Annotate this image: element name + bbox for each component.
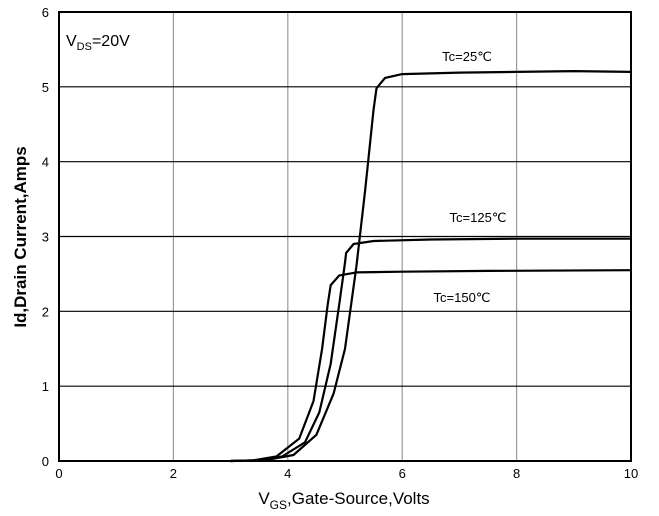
x-tick-label: 4 xyxy=(284,466,291,481)
series-line xyxy=(230,237,631,463)
series-line xyxy=(230,269,632,463)
series-group xyxy=(230,70,632,463)
x-axis-label: VGS,Gate-Source,Volts xyxy=(258,489,429,512)
vds-annotation: VDS=20V xyxy=(66,33,130,53)
grid-lines xyxy=(59,12,631,461)
y-tick-label: 2 xyxy=(42,304,49,319)
x-tick-label: 6 xyxy=(399,466,406,481)
x-tick-label: 0 xyxy=(55,466,62,481)
y-tick-label: 0 xyxy=(42,454,49,469)
y-axis-label: Id,Drain Current,Amps xyxy=(11,146,30,327)
x-tick-label: 10 xyxy=(624,466,638,481)
y-tick-label: 4 xyxy=(42,155,49,170)
series-label: Tc=150℃ xyxy=(434,290,491,305)
plot-frame xyxy=(58,11,632,462)
y-tick-label: 6 xyxy=(42,5,49,20)
y-tick-label: 5 xyxy=(42,80,49,95)
series-label: Tc=125℃ xyxy=(450,210,507,225)
x-tick-label: 8 xyxy=(513,466,520,481)
series-label: Tc=25℃ xyxy=(442,49,492,64)
y-tick-labels: 0 1 2 3 4 5 6 xyxy=(42,5,49,469)
series-labels: Tc=25℃ Tc=125℃ Tc=150℃ xyxy=(434,49,507,305)
x-tick-labels: 0 2 4 6 8 10 xyxy=(55,466,638,481)
x-tick-label: 2 xyxy=(170,466,177,481)
y-tick-label: 3 xyxy=(42,230,49,245)
y-tick-label: 1 xyxy=(42,379,49,394)
series-line xyxy=(230,70,632,463)
